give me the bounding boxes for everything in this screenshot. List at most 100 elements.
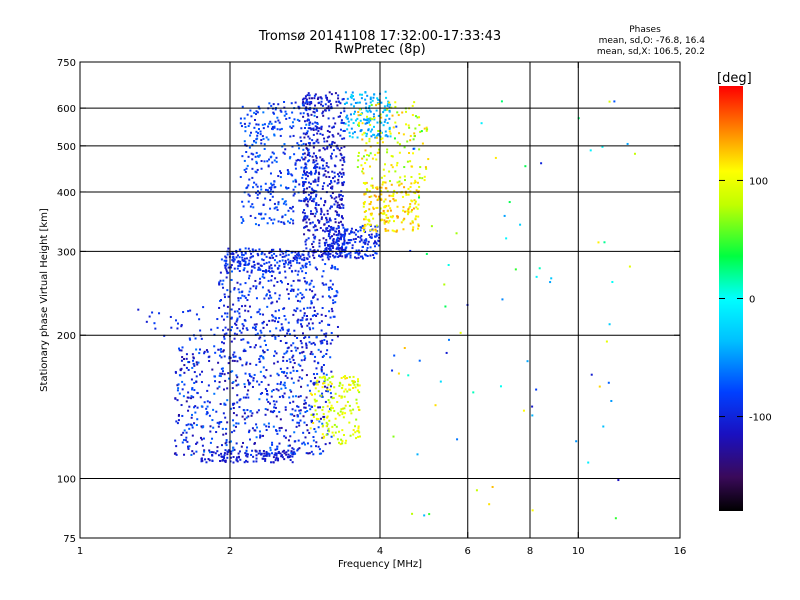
data-point [316, 122, 319, 125]
data-point [277, 389, 280, 392]
data-point [255, 460, 258, 463]
data-point [329, 237, 332, 240]
data-point [175, 319, 178, 322]
data-point [354, 233, 357, 236]
data-point [384, 198, 387, 201]
data-point [343, 242, 346, 245]
data-point [309, 263, 312, 266]
data-point [337, 225, 340, 228]
data-point [266, 189, 269, 192]
data-point [328, 135, 331, 138]
data-point [362, 155, 365, 158]
data-point [267, 279, 270, 282]
data-point [170, 326, 173, 329]
data-point [330, 435, 333, 438]
data-point [320, 209, 323, 212]
data-point [276, 261, 279, 264]
data-point [335, 234, 338, 237]
data-point [219, 460, 222, 463]
data-point [535, 275, 538, 278]
data-point [234, 425, 237, 428]
data-point [285, 187, 288, 190]
data-point [326, 229, 329, 232]
data-point [270, 264, 273, 267]
data-point [284, 261, 287, 264]
data-point [358, 93, 361, 96]
data-point [220, 452, 223, 455]
data-point [393, 137, 396, 140]
data-point [281, 216, 284, 219]
data-point [310, 187, 313, 190]
data-point [226, 456, 229, 459]
data-point [206, 411, 209, 414]
data-point [423, 179, 426, 182]
data-point [259, 277, 262, 280]
data-point [304, 264, 307, 267]
data-point [327, 323, 330, 326]
data-point [342, 206, 345, 209]
data-point [269, 294, 272, 297]
data-point [195, 380, 198, 383]
data-point [312, 453, 315, 456]
data-point [377, 244, 380, 247]
data-point [321, 355, 324, 358]
stats-heading: Phases [629, 25, 661, 35]
data-point [269, 374, 272, 377]
data-point [247, 200, 250, 203]
data-point [271, 314, 274, 317]
data-point [312, 436, 315, 439]
data-point [323, 167, 326, 170]
data-point [338, 171, 341, 174]
data-point [235, 456, 238, 459]
data-point [283, 452, 286, 455]
data-point [304, 95, 307, 98]
data-point [232, 461, 235, 464]
data-point [349, 409, 352, 412]
data-point [246, 270, 249, 273]
data-point [291, 111, 294, 114]
data-point [233, 287, 236, 290]
data-point [293, 309, 296, 312]
data-point [287, 170, 290, 173]
data-point [373, 93, 376, 96]
data-point [302, 441, 305, 444]
data-point [307, 193, 310, 196]
data-point [325, 373, 328, 376]
data-point [294, 185, 297, 188]
data-point [330, 396, 333, 399]
data-point [519, 223, 522, 226]
data-point [279, 248, 282, 251]
data-point [318, 221, 321, 224]
data-point [177, 347, 180, 350]
data-point [247, 193, 250, 196]
data-point [374, 228, 377, 231]
data-point [251, 265, 254, 268]
data-point [253, 327, 256, 330]
data-point [416, 116, 419, 119]
data-point [284, 276, 287, 279]
data-point [261, 251, 264, 254]
data-point [277, 334, 280, 337]
data-point [283, 315, 286, 318]
data-point [302, 97, 305, 100]
data-point [248, 194, 251, 197]
data-point [321, 339, 324, 342]
data-point [265, 398, 268, 401]
data-point [216, 387, 219, 390]
data-point [381, 212, 384, 215]
data-point [308, 431, 311, 434]
data-point [289, 361, 292, 364]
data-point [308, 137, 311, 140]
data-point [279, 367, 282, 370]
data-point [258, 337, 261, 340]
data-point [268, 256, 271, 259]
data-point [218, 354, 221, 357]
data-point [245, 167, 248, 170]
data-point [279, 452, 282, 455]
data-point [355, 251, 358, 254]
data-point [369, 152, 372, 155]
data-point [261, 286, 264, 289]
data-point [368, 196, 371, 199]
data-point [183, 383, 186, 386]
data-point [315, 140, 318, 143]
